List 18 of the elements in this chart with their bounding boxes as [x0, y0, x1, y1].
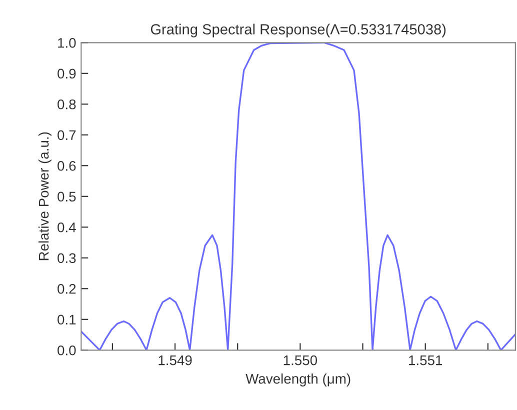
y-axis-title: Relative Power (a.u.)	[38, 132, 52, 260]
y-tick-label: 0.1	[58, 314, 76, 325]
y-tick-label: 0.6	[58, 160, 76, 171]
y-tick-label: 0.4	[58, 222, 76, 232]
chart-title: Grating Spectral Response(Λ=0.5331745038)	[150, 24, 446, 38]
y-tick-label: 1.0	[58, 38, 76, 48]
y-tick-label: 0.0	[58, 345, 76, 356]
y-tick-label: 0.2	[58, 284, 76, 294]
y-tick-label: 0.8	[58, 99, 76, 110]
y-tick-label: 0.5	[58, 192, 76, 202]
y-tick-label: 0.3	[58, 253, 76, 264]
y-tick-label: 0.9	[58, 68, 76, 79]
y-tick-label: 0.7	[58, 130, 76, 140]
line-series	[81, 42, 516, 350]
x-axis-title: Wavelength (μm)	[246, 374, 350, 386]
x-tick-label: 1.551	[409, 356, 442, 366]
x-tick-label: 1.550	[284, 355, 318, 366]
x-tick-label: 1.549	[158, 355, 192, 366]
